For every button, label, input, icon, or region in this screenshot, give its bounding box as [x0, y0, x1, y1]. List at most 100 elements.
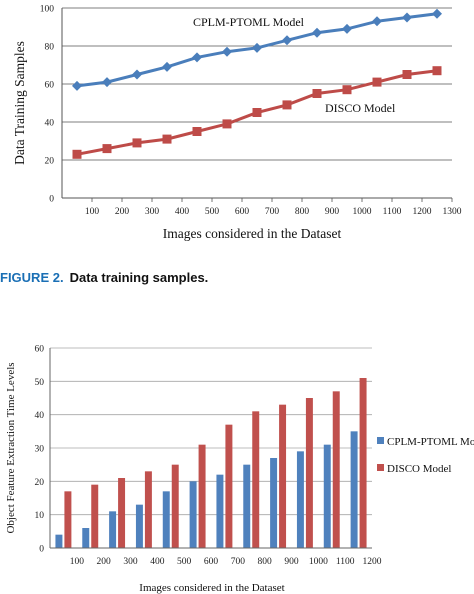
line-chart-y-ticks: 0 20 40 60 80 100	[40, 5, 55, 205]
x-tick-label: 1100	[383, 207, 402, 217]
x-tick-label: 400	[175, 207, 190, 217]
series-disco-point	[102, 144, 112, 154]
legend-swatch-cplm	[377, 437, 384, 444]
line-chart-series	[72, 8, 442, 159]
y-tick-label: 20	[35, 478, 45, 488]
y-tick-label: 60	[35, 345, 45, 355]
bar-chart-xlabel: Images considered in the Dataset	[139, 582, 284, 594]
x-tick-label: 200	[97, 557, 112, 567]
y-tick-label: 20	[45, 157, 55, 167]
bar-disco	[91, 484, 99, 548]
y-tick-label: 40	[45, 119, 55, 129]
legend-label-disco: DISCO Model	[387, 463, 451, 475]
bar-disco	[171, 464, 179, 548]
bar-chart-y-ticks: 0 10 20 30 40 50 60	[35, 345, 45, 555]
bar-cplm	[162, 491, 170, 548]
series-cplm-point	[252, 42, 262, 53]
bar-cplm	[109, 511, 117, 548]
bar-chart-grid	[50, 347, 372, 516]
x-tick-label: 1000	[309, 557, 328, 567]
bar-cplm	[323, 444, 331, 548]
series-cplm-point	[342, 23, 352, 34]
series-cplm-point	[402, 12, 412, 23]
x-tick-label: 300	[123, 557, 138, 567]
y-tick-label: 0	[49, 195, 54, 205]
y-tick-label: 40	[35, 411, 45, 421]
series-cplm-point	[132, 69, 142, 80]
series-disco-point	[342, 85, 352, 95]
x-tick-label: 1100	[336, 557, 355, 567]
bar-cplm	[243, 464, 251, 548]
series-disco-point	[252, 108, 262, 117]
series-disco-point	[372, 77, 382, 87]
bar-disco	[305, 398, 313, 548]
x-tick-label: 400	[150, 557, 165, 567]
legend-swatch-disco	[377, 464, 384, 471]
y-tick-label: 0	[39, 545, 44, 555]
x-tick-label: 600	[235, 207, 250, 217]
y-tick-label: 30	[35, 445, 45, 455]
x-tick-label: 900	[284, 557, 299, 567]
x-tick-label: 700	[231, 557, 246, 567]
bar-cplm	[135, 504, 143, 548]
line-chart-training-samples: 0 20 40 60 80 100 100 200 300 400 500 600 700 800 900…	[12, 5, 462, 242]
bar-cplm	[82, 528, 90, 548]
series-disco-point	[432, 66, 442, 76]
series-cplm-point	[72, 80, 82, 91]
x-tick-label: 800	[258, 557, 273, 567]
figure-caption-text: Data training samples.	[69, 270, 209, 285]
x-tick-label: 500	[205, 207, 220, 217]
y-tick-label: 100	[40, 5, 55, 15]
bar-disco	[279, 404, 287, 548]
line-chart-x-ticks: 100 200 300 400 500 600 700 800 900 1000 1100 1200 1…	[85, 207, 462, 217]
line-chart-series-label-cplm: CPLM-PTOML Model	[193, 15, 305, 29]
bar-disco	[64, 491, 72, 548]
series-disco-point	[312, 89, 322, 98]
series-disco-point	[132, 138, 142, 148]
x-tick-label: 1200	[363, 557, 382, 567]
bar-cplm	[296, 451, 304, 548]
x-tick-label: 900	[325, 207, 340, 217]
bar-chart-feature-extraction: 0 10 20 30 40 50 60 100 200 300 400 500 600 700 800 90…	[5, 345, 474, 594]
bar-disco	[198, 444, 206, 548]
bar-chart-x-ticks: 100 200 300 400 500 600 700 800 900 1000 1100 1200	[70, 557, 382, 567]
series-disco-point	[222, 119, 232, 129]
series-cplm-point	[312, 27, 322, 38]
series-cplm-point	[162, 61, 172, 72]
y-tick-label: 60	[45, 81, 55, 91]
bar-disco	[118, 478, 126, 548]
figure-number: FIGURE 2.	[0, 270, 64, 285]
line-chart-axes	[61, 8, 453, 202]
bar-cplm	[189, 481, 197, 548]
x-tick-label: 1300	[443, 207, 462, 217]
bar-cplm	[55, 534, 63, 548]
x-tick-label: 200	[115, 207, 130, 217]
bar-cplm	[270, 458, 278, 548]
x-tick-label: 1200	[413, 207, 432, 217]
series-cplm-point	[432, 8, 442, 19]
x-tick-label: 100	[70, 557, 85, 567]
x-tick-label: 1000	[353, 207, 372, 217]
x-tick-label: 800	[295, 207, 310, 217]
bar-chart-legend: CPLM-PTOML Model DISCO Model	[377, 436, 474, 475]
bar-disco	[359, 378, 367, 548]
legend-label-cplm: CPLM-PTOML Model	[387, 436, 474, 448]
y-tick-label: 80	[45, 43, 55, 53]
bar-cplm	[216, 474, 224, 548]
x-tick-label: 300	[145, 207, 160, 217]
series-disco-point	[72, 149, 82, 159]
series-cplm-point	[372, 16, 382, 27]
x-tick-label: 700	[265, 207, 280, 217]
series-cplm-point	[192, 52, 202, 63]
y-tick-label: 10	[35, 511, 45, 521]
figure-caption: FIGURE 2. Data training samples.	[0, 270, 474, 285]
y-tick-label: 50	[35, 378, 45, 388]
line-chart-series-label-disco: DISCO Model	[325, 101, 396, 115]
series-disco-point	[192, 127, 202, 136]
bar-disco	[252, 411, 260, 548]
series-disco-point	[162, 134, 172, 144]
series-cplm-point	[102, 77, 112, 88]
series-disco-point	[402, 70, 412, 79]
bar-chart-ylabel: Object Feature Extraction Time Levels	[5, 362, 17, 533]
series-cplm-point	[222, 46, 232, 57]
